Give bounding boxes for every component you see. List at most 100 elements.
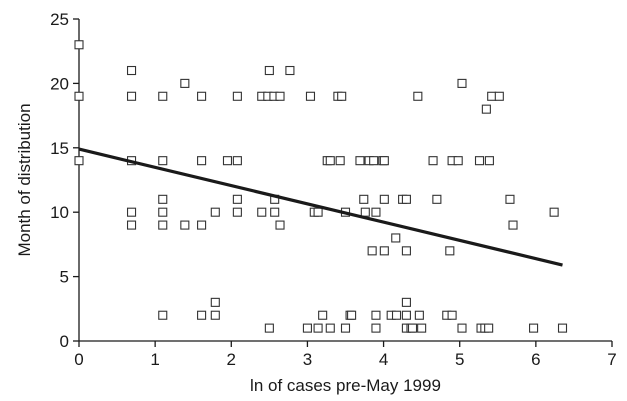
data-point (302, 323, 312, 333)
data-point (557, 323, 568, 333)
data-point (359, 194, 369, 204)
data-point (158, 220, 168, 230)
data-point (432, 194, 442, 204)
data-point (232, 207, 242, 217)
x-axis-ticks: 0 1 2 3 4 5 6 7 (74, 341, 617, 369)
data-point (447, 310, 457, 320)
data-point (222, 156, 233, 166)
data-point (474, 156, 485, 166)
y-tick-label: 15 (50, 139, 69, 158)
data-point (401, 297, 411, 307)
data-point (325, 156, 335, 166)
data-point (210, 310, 220, 320)
y-tick-label: 0 (60, 332, 69, 351)
data-point (340, 323, 351, 333)
data-point (126, 65, 137, 76)
data-point (453, 156, 463, 166)
trend-line (78, 147, 563, 267)
data-point (126, 207, 137, 217)
data-point (401, 194, 411, 204)
data-point (158, 91, 168, 101)
data-point (232, 156, 242, 166)
data-point (505, 194, 515, 204)
x-tick-label: 3 (303, 350, 312, 369)
data-point (457, 78, 467, 88)
data-point (401, 310, 411, 320)
data-point (275, 220, 285, 230)
data-point (360, 207, 370, 217)
data-point (379, 156, 389, 166)
data-point (313, 323, 323, 333)
data-point (417, 323, 427, 333)
data-point (379, 246, 389, 256)
data-point (484, 156, 494, 166)
y-axis-title: Month of distribution (15, 103, 34, 256)
data-point (210, 297, 220, 307)
y-tick-label: 5 (60, 268, 69, 287)
data-point (379, 194, 389, 204)
data-point (413, 91, 423, 101)
data-point (74, 91, 84, 101)
data-point (391, 310, 402, 320)
data-point (210, 207, 220, 217)
data-point (481, 104, 491, 114)
x-tick-label: 4 (379, 350, 388, 369)
data-point (549, 207, 559, 217)
data-point (529, 323, 539, 333)
data-point (484, 323, 494, 333)
data-point (232, 91, 242, 101)
data-point (74, 40, 84, 50)
data-point (232, 194, 242, 204)
data-point (428, 156, 438, 166)
data-point (347, 310, 357, 320)
data-point (391, 233, 401, 243)
y-tick-label: 20 (50, 74, 69, 93)
data-point (325, 323, 335, 333)
data-point (264, 65, 274, 76)
data-point (264, 323, 274, 333)
data-point (414, 310, 424, 320)
data-point (257, 207, 267, 217)
data-point (318, 310, 328, 320)
data-point (158, 310, 168, 320)
data-point (158, 194, 168, 204)
data-point (335, 156, 345, 166)
x-tick-label: 2 (227, 350, 236, 369)
data-point (313, 207, 323, 217)
data-point (180, 220, 190, 230)
data-point (197, 156, 207, 166)
data-point (126, 220, 137, 230)
data-point (371, 310, 381, 320)
x-tick-label: 5 (455, 350, 464, 369)
data-point (305, 91, 316, 101)
data-point (355, 156, 365, 166)
data-point (197, 220, 207, 230)
data-point (74, 156, 84, 166)
data-point (367, 246, 377, 256)
y-tick-label: 10 (50, 203, 69, 222)
data-point (369, 156, 379, 166)
data-point (126, 91, 137, 101)
data-point (445, 246, 455, 256)
data-point (371, 323, 381, 333)
x-axis-title: ln of cases pre-May 1999 (250, 376, 441, 395)
data-points (74, 40, 568, 333)
x-tick-label: 6 (531, 350, 540, 369)
y-axis-ticks: 0 5 10 15 20 25 (50, 10, 79, 351)
data-point (158, 207, 168, 217)
data-point (337, 91, 347, 101)
data-point (270, 207, 280, 217)
x-tick-label: 1 (150, 350, 159, 369)
data-point (457, 323, 467, 333)
data-point (508, 220, 518, 230)
data-point (197, 310, 207, 320)
data-point (494, 91, 504, 101)
x-tick-label: 7 (607, 350, 616, 369)
data-point (371, 207, 381, 217)
x-tick-label: 0 (74, 350, 83, 369)
y-tick-label: 25 (50, 10, 69, 29)
data-point (407, 323, 418, 333)
data-point (180, 78, 190, 88)
data-point (401, 246, 411, 256)
